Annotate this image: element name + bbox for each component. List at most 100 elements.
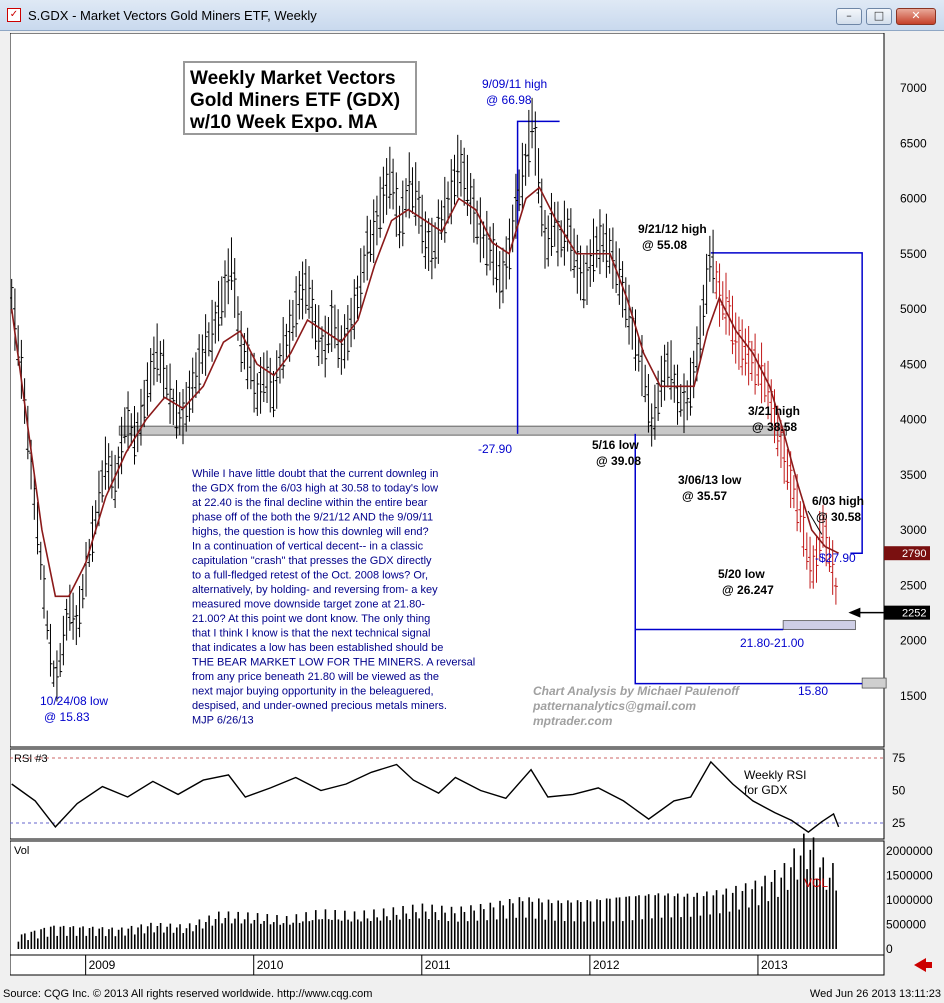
price-y-tick-label: 2500 bbox=[900, 578, 927, 592]
scroll-left-icon bbox=[914, 958, 932, 972]
commentary-line: capitulation "crash" that presses the GD… bbox=[192, 555, 432, 567]
price-y-tick-label: 1500 bbox=[900, 689, 927, 703]
volume-panel bbox=[9, 840, 885, 956]
volume-y-tick-label: 0 bbox=[886, 942, 893, 956]
x-tick-label: 2009 bbox=[89, 958, 116, 972]
support-zone bbox=[118, 425, 787, 436]
volume-panel-label: Vol bbox=[14, 845, 29, 857]
chart-annotation: @ 66.98 bbox=[486, 93, 532, 107]
price-y-tick-label: 5500 bbox=[900, 247, 927, 261]
price-y-tick-label: 6500 bbox=[900, 136, 927, 150]
footer-source: Source: CQG Inc. © 2013 All rights reser… bbox=[3, 988, 373, 1000]
chart-annotation: -$27.90 bbox=[815, 551, 856, 565]
chart-annotation: 10/24/08 low bbox=[40, 694, 108, 708]
x-tick-label: 2011 bbox=[425, 958, 451, 972]
app-chart-icon: ✓ bbox=[7, 8, 21, 22]
measured-move-2011 bbox=[516, 120, 560, 434]
target-zone bbox=[782, 620, 856, 631]
price-y-tick-label: 4000 bbox=[900, 413, 927, 427]
annotation-pointer bbox=[807, 510, 823, 535]
x-tick-label: 2010 bbox=[257, 958, 284, 972]
price-y-tick-label: 3000 bbox=[900, 523, 927, 537]
window-titlebar: ✓ S.GDX - Market Vectors Gold Miners ETF… bbox=[0, 0, 944, 31]
commentary-line: 21.00? At this point we dont know. The o… bbox=[192, 613, 430, 625]
commentary-line: THE BEAR MARKET LOW FOR THE MINERS. A re… bbox=[192, 657, 475, 669]
chart-title: w/10 Week Expo. MA bbox=[189, 112, 378, 133]
commentary-line: While I have little doubt that the curre… bbox=[192, 468, 438, 480]
volume-y-tick-label: 1000000 bbox=[886, 893, 933, 907]
rsi-y-tick-label: 75 bbox=[892, 751, 906, 765]
restore-button[interactable]: □ bbox=[866, 8, 892, 25]
chart-annotation: 9/21/12 high bbox=[638, 222, 707, 236]
gdx-weekly-chart: 7000 6500 6000 5500 5000 4500 4000 3500 3000 2500… bbox=[9, 32, 933, 976]
chart-annotation: 21.80-21.00 bbox=[740, 636, 804, 650]
price-y-tick-label: 5000 bbox=[900, 302, 927, 316]
chart-annotation: @ 38.58 bbox=[752, 420, 797, 434]
current-price-arrowhead bbox=[848, 607, 861, 618]
chart-annotation: 5/20 low bbox=[718, 567, 765, 581]
moving-average-line bbox=[10, 186, 839, 598]
commentary-line: phase off of the both the 9/21/12 AND th… bbox=[192, 512, 433, 524]
price-marker-label: 2790 bbox=[902, 548, 926, 560]
price-bars bbox=[9, 97, 838, 702]
watermark-line: mptrader.com bbox=[533, 714, 613, 728]
price-marker-label: 2252 bbox=[902, 608, 926, 620]
chart-annotation: @ 39.08 bbox=[596, 454, 641, 468]
commentary-line: In a continuation of vertical decent-- i… bbox=[192, 541, 424, 553]
chart-title-box bbox=[183, 61, 417, 135]
chart-title: Gold Miners ETF (GDX) bbox=[190, 90, 400, 111]
rsi-y-tick-label: 25 bbox=[892, 816, 906, 830]
price-marker bbox=[884, 605, 930, 620]
commentary-line: that indicates a low has been establishe… bbox=[192, 642, 443, 654]
commentary-line: alternatively, by holding- and reversing… bbox=[192, 584, 438, 596]
rsi-label: Weekly RSI bbox=[744, 768, 806, 782]
volume-y-tick-label: 2000000 bbox=[886, 844, 933, 858]
price-y-tick-label: 7000 bbox=[900, 81, 927, 95]
chart-annotation: 3/21 high bbox=[748, 404, 800, 418]
minimize-button[interactable]: – bbox=[836, 8, 862, 25]
chart-annotation: @ 26.247 bbox=[722, 583, 774, 597]
volume-y-tick-label: 1500000 bbox=[886, 869, 933, 883]
chart-annotation: -27.90 bbox=[478, 442, 512, 456]
rsi-label: for GDX bbox=[744, 783, 787, 797]
price-y-tick-label: 4500 bbox=[900, 357, 927, 371]
chart-annotation: @ 35.57 bbox=[682, 489, 727, 503]
chart-area: 7000 6500 6000 5500 5000 4500 4000 3500 3000 2500… bbox=[9, 32, 934, 976]
volume-bars bbox=[17, 833, 837, 949]
rsi-panel bbox=[9, 748, 885, 840]
price-y-tick-label: 3500 bbox=[900, 468, 927, 482]
measured-move-2012 bbox=[710, 252, 863, 554]
commentary-line: despised, and under-owned precious metal… bbox=[192, 700, 447, 712]
commentary-line: that I think I know is that the next tec… bbox=[192, 628, 430, 640]
chart-annotation: 5/16 low bbox=[592, 438, 639, 452]
time-axis bbox=[9, 954, 885, 976]
chart-annotation: 6/03 high bbox=[812, 494, 864, 508]
chart-annotation: @ 30.58 bbox=[816, 510, 861, 524]
price-marker bbox=[884, 546, 930, 561]
watermark-line: patternanalytics@gmail.com bbox=[532, 699, 696, 713]
x-tick-label: 2012 bbox=[593, 958, 620, 972]
commentary-line: at 22.40 is the final decline within the… bbox=[192, 497, 428, 509]
watermark-line: Chart Analysis by Michael Paulenoff bbox=[533, 684, 740, 698]
chart-annotation: 15.80 bbox=[798, 684, 828, 698]
rsi-panel-label: RSI #3 bbox=[14, 753, 48, 765]
volume-y-tick-label: 500000 bbox=[886, 918, 926, 932]
commentary-line: next major buying opportunity in the bel… bbox=[192, 686, 434, 698]
commentary-line: highs, the question is how this downleg … bbox=[192, 526, 429, 538]
price-y-tick-label: 6000 bbox=[900, 192, 927, 206]
chart-annotation: @ 55.08 bbox=[642, 238, 687, 252]
window-title: S.GDX - Market Vectors Gold Miners ETF, … bbox=[28, 8, 317, 23]
commentary-line: MJP 6/26/13 bbox=[192, 715, 254, 727]
close-button[interactable]: ✕ bbox=[896, 8, 936, 25]
commentary-line: measured move downside target zone at 21… bbox=[192, 599, 425, 611]
footer-timestamp: Wed Jun 26 2013 13:11:23 bbox=[809, 988, 941, 1000]
commentary-line: to a full-fledged retest of the Oct. 200… bbox=[192, 570, 428, 582]
commentary-line: the GDX from the 6/03 high at 30.58 to t… bbox=[192, 483, 438, 495]
chart-annotation: @ 15.83 bbox=[44, 710, 90, 724]
lower-target-zone bbox=[861, 677, 887, 689]
x-tick-label: 2013 bbox=[761, 958, 788, 972]
rsi-line bbox=[11, 760, 840, 833]
chart-title: Weekly Market Vectors bbox=[190, 68, 396, 89]
price-panel bbox=[9, 32, 885, 748]
chart-annotation: 3/06/13 low bbox=[678, 473, 742, 487]
